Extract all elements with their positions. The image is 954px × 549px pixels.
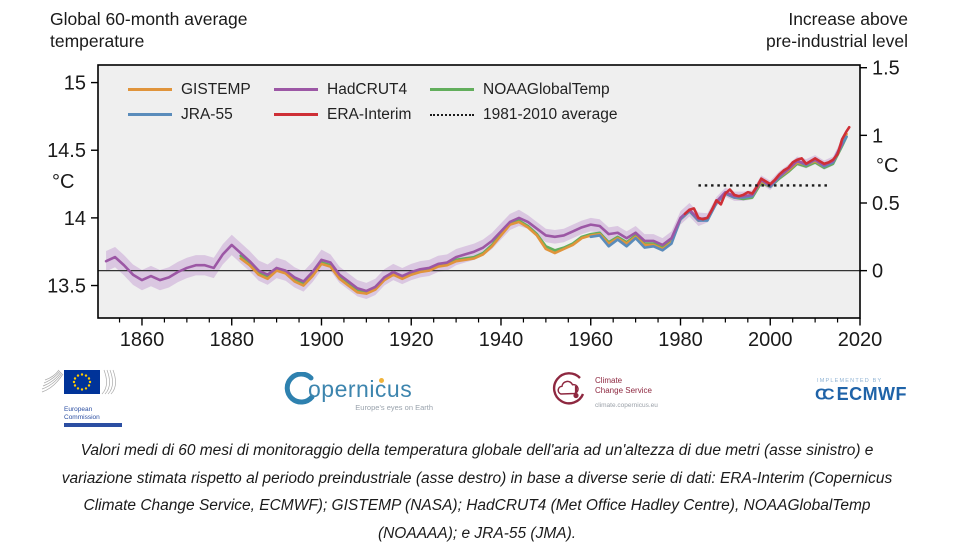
legend-item: JRA-55 [128,106,274,124]
copernicus-wordmark: opernicus [308,375,413,402]
legend-line-sample-1981-2010-average [430,113,474,116]
legend-line-sample-jra55 [128,113,172,116]
x-axis-tick-label: 1920 [389,329,434,351]
series-line-noaaglobaltemp [239,135,848,294]
legend-line-sample-era-interim [274,113,318,116]
c3s-text-line2: Change Service [595,385,652,395]
copernicus-sun-dot-icon [379,378,384,383]
chart-title-right-line1: Increase above [788,9,908,29]
legend-item: HadCRUT4 [274,81,430,99]
chart-title-left: Global 60-month average temperature [50,8,247,52]
c3s-text-line1: Climate [595,376,623,385]
left-axis-tick-label: 14 [64,208,86,230]
eu-logo-text-line1: European [64,406,93,413]
chart-title-left-line2: temperature [50,31,145,51]
copernicus-c-swoosh-icon [284,372,315,405]
ecmwf-mark-icon: CC [815,385,834,403]
eu-logo-text-line2: Commission [64,413,100,421]
legend: GISTEMP JRA-55 HadCRUT4 ERA-Interim NOAA… [128,77,660,127]
right-axis-tick-label: 0.5 [872,193,900,215]
right-axis-tick-label: 0 [872,261,883,283]
copernicus-logo: opernicus Europe's eyes on Earth [283,372,433,412]
legend-label: ERA-Interim [327,105,412,123]
left-axis-tick-label: 14.5 [47,140,86,162]
x-axis-tick-label: 1960 [568,329,613,351]
x-axis-tick-label: 2020 [838,329,883,351]
legend-item: ERA-Interim [274,106,430,124]
temperature-chart: 15 14.5 14 13.5 °C 1.5 1 0.5 0 °C 1860 1880 1900 1920… [47,58,900,351]
series-line-era-interim [683,125,851,221]
chart-title-right-line2: pre-industrial level [765,31,908,51]
chart-title-right: Increase above pre-industrial level [766,8,908,52]
ecmwf-implemented-by: IMPLEMENTED BY [817,378,883,384]
legend-label: GISTEMP [181,80,251,98]
caption-line: variazione stimata rispetto al periodo p… [61,469,893,487]
x-axis-tick-label: 1980 [658,329,703,351]
legend-label: HadCRUT4 [327,80,408,98]
series-line-hadcrut4 [104,142,844,293]
eu-flag-icon [41,369,116,395]
x-axis-tick-label: 1860 [120,329,165,351]
legend-label: 1981-2010 average [483,105,618,123]
legend-line-sample-noaaglobaltemp [430,88,474,91]
caption-line: Valori medi di 60 mesi di monitoraggio d… [80,442,874,459]
left-axis-unit: °C [52,171,74,193]
copernicus-tagline: Europe's eyes on Earth [355,403,433,412]
legend-item: NOAAGlobalTemp [430,81,660,99]
caption-line: Climate Change Service, ECMWF); GISTEMP … [83,497,871,514]
left-axis-tick-label: 13.5 [47,276,86,298]
legend-line-sample-hadcrut4 [274,88,318,91]
right-axis-unit: °C [876,155,898,177]
x-axis-tick-label: 1880 [209,329,254,351]
climate-change-service-logo: Climate Change Service climate.copernicu… [550,372,710,410]
right-axis-tick-label: 1.5 [872,58,900,80]
right-axis-tick-label: 1 [872,125,883,147]
ecmwf-logo: IMPLEMENTED BY CC ECMWF [815,378,925,405]
c3s-url: climate.copernicus.eu [595,402,658,409]
chart-title-left-line1: Global 60-month average [50,9,248,29]
figure-caption: Valori medi di 60 mesi di monitoraggio d… [0,437,954,547]
c3s-cloud-thermometer-icon [552,372,585,405]
x-axis-tick-label: 1940 [479,329,524,351]
legend-label: JRA-55 [181,105,233,123]
x-axis-tick-label: 2000 [748,329,793,351]
ecmwf-wordmark: ECMWF [836,384,908,404]
legend-item: 1981-2010 average [430,106,660,124]
legend-item: GISTEMP [128,81,274,99]
caption-line: (NOAAAA); e JRA-55 (JMA). [377,524,577,542]
legend-label: NOAAGlobalTemp [483,80,610,98]
european-commission-logo: European Commission [40,366,160,427]
hadcrut4-uncertainty-band [106,138,843,300]
legend-line-sample-gistemp [128,88,172,91]
x-axis-tick-label: 1900 [299,329,344,351]
eu-logo-bar [64,423,122,427]
left-axis-tick-label: 15 [64,73,86,95]
